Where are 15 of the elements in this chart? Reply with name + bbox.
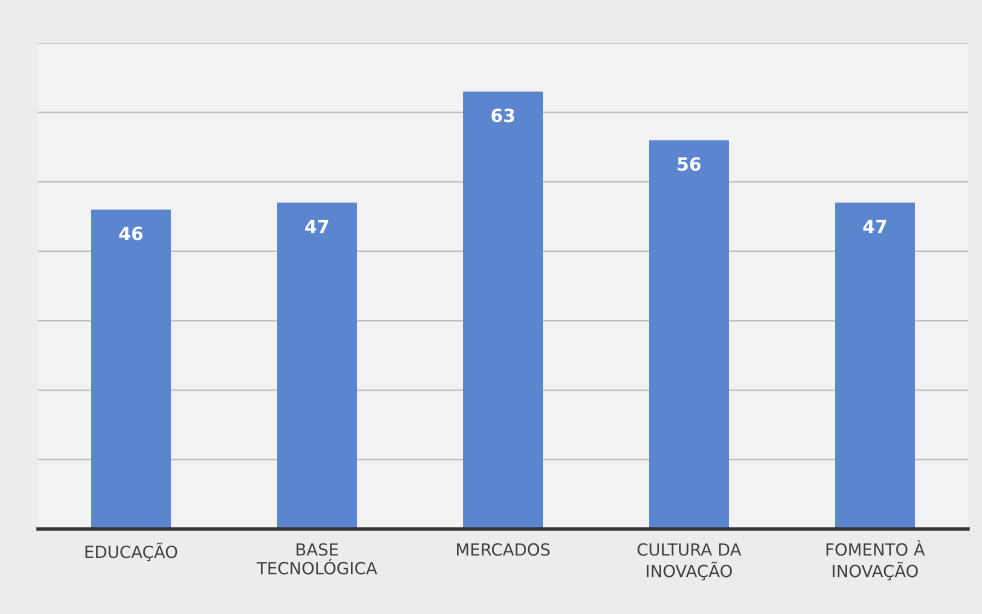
x-tick-label: BASE TECNOLÓGICA <box>256 543 378 574</box>
bar <box>835 202 915 529</box>
bar <box>649 140 729 529</box>
data-label: 46 <box>119 226 143 240</box>
x-tick-label: FOMENTO À INOVAÇÃO <box>826 540 925 580</box>
data-label: 63 <box>492 108 514 122</box>
data-label: 47 <box>305 220 328 234</box>
bar <box>463 92 543 529</box>
x-tick-label: CULTURA DA INOVAÇÃO <box>638 543 742 580</box>
x-tick-label: EDUCAÇÃO <box>86 542 178 562</box>
data-label: 47 <box>863 220 886 234</box>
data-label: 56 <box>678 157 701 171</box>
bar <box>91 210 171 529</box>
x-tick-label: MERCADOS <box>457 543 550 556</box>
bar <box>277 202 357 529</box>
